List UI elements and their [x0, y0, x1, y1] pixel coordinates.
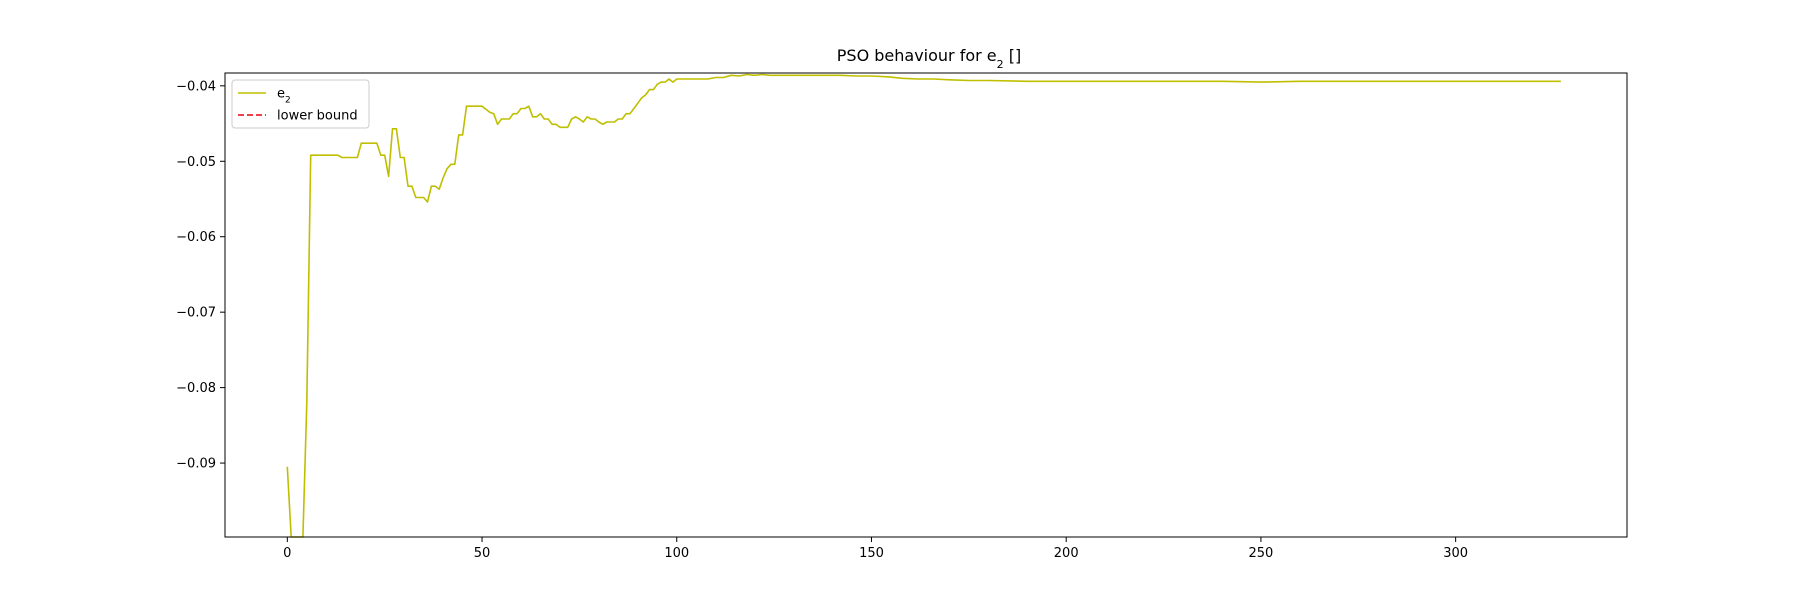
legend-label-sub: 2 — [285, 96, 291, 106]
x-tick-label: 150 — [859, 546, 884, 561]
y-tick-label: −0.08 — [176, 381, 216, 396]
chart-title-sub: 2 — [997, 58, 1004, 71]
y-axis: −0.09 −0.08 −0.07 −0.06 −0.05 −0.04 — [176, 79, 225, 472]
chart-title: PSO behaviour for e2 [] — [837, 46, 1021, 71]
x-tick-label: 300 — [1443, 546, 1468, 561]
legend-box — [231, 79, 370, 129]
legend: e2 lower bound — [231, 79, 370, 129]
legend-label-name: e — [277, 87, 285, 102]
y-tick-label: −0.07 — [176, 306, 216, 321]
plot-frame — [224, 72, 1628, 538]
y-tick-label: −0.04 — [176, 79, 216, 94]
series-group — [286, 73, 1561, 538]
x-axis: 0 50 100 150 200 250 300 — [283, 537, 1468, 561]
x-tick-label: 250 — [1249, 546, 1274, 561]
x-tick-label: 0 — [283, 546, 291, 561]
y-tick-label: −0.05 — [176, 155, 216, 170]
legend-label-1: lower bound — [277, 109, 358, 124]
legend-label-name: lower bound — [277, 109, 358, 124]
x-tick-label: 100 — [664, 546, 689, 561]
chart-title-tail: [] — [1004, 46, 1022, 65]
chart-title-main: PSO behaviour for e — [837, 46, 997, 65]
series-line-0 — [286, 73, 1561, 538]
y-tick-label: −0.06 — [176, 230, 216, 245]
y-tick-label: −0.09 — [176, 457, 216, 472]
x-tick-label: 50 — [474, 546, 491, 561]
legend-label-0: e2 — [277, 87, 291, 106]
x-tick-label: 200 — [1054, 546, 1079, 561]
